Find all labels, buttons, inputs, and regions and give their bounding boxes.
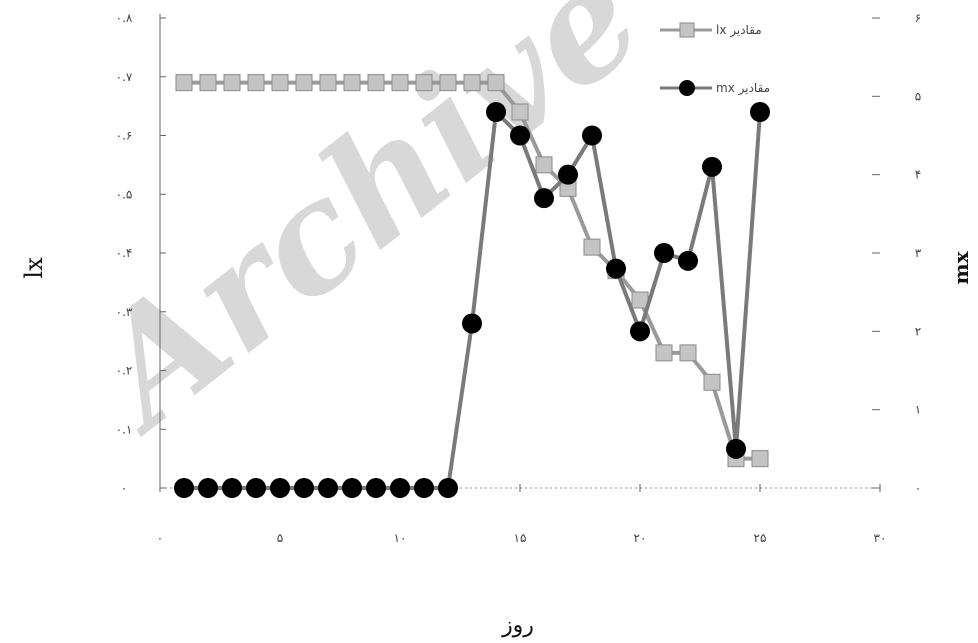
series-1-point (271, 74, 289, 92)
series-layer (174, 74, 770, 498)
series-2-point (222, 478, 242, 498)
series-2-point (294, 478, 314, 498)
legend-label: lx مقادیر (716, 23, 762, 38)
series-2-point (246, 478, 266, 498)
x-tick-label: ۵ (277, 531, 283, 545)
series-1-point (487, 74, 505, 92)
y-left-tick-label: ۰.۸ (116, 11, 133, 25)
series-2-point (174, 478, 194, 498)
series-2-point (270, 478, 290, 498)
series-2-point (606, 258, 626, 279)
series-1-point (367, 74, 385, 92)
series-1-point (679, 344, 697, 362)
y-left-tick-label: ۰.۵ (116, 187, 133, 201)
series-1-point (583, 238, 601, 256)
series-2 (174, 102, 770, 498)
x-axis-label: روز (501, 613, 534, 638)
series-2-point (702, 156, 722, 177)
series-2-point (510, 125, 530, 146)
y-left-tick-label: ۰.۴ (116, 246, 133, 260)
series-2-point (558, 164, 578, 185)
legend-label: mx مقادیر (716, 81, 770, 96)
legend-circle-marker (679, 80, 695, 96)
series-1 (175, 74, 769, 468)
series-2-point (654, 243, 674, 263)
series-2-point (342, 478, 362, 498)
series-2-point (414, 478, 434, 498)
series-2-point (366, 478, 386, 498)
legend-square-marker (679, 22, 695, 38)
series-1-point (247, 74, 265, 92)
series-1-point (655, 344, 673, 362)
series-1-point (631, 291, 649, 309)
series-1-point (703, 373, 721, 391)
y-right-tick-label: ۶ (915, 11, 921, 25)
series-1-point (463, 74, 481, 92)
series-1-point (391, 74, 409, 92)
series-1-point (439, 74, 457, 92)
y-axis-left-label: lx (20, 257, 48, 279)
y-right-tick-label: ۲ (915, 324, 921, 338)
series-2-point (198, 478, 218, 498)
series-1-point (511, 103, 529, 121)
x-tick-label: ۲۰ (634, 531, 647, 545)
y-right-tick-label: ۴ (915, 168, 921, 182)
y-right-tick-label: ۵ (915, 89, 921, 103)
watermark-layer: Archive (54, 0, 673, 466)
y-right-tick-label: ۳ (915, 246, 922, 260)
series-1-point (175, 74, 193, 92)
x-tick-label: ۱۰ (394, 531, 407, 545)
y-left-tick-label: ۰.۳ (116, 305, 133, 319)
y-left-tick-label: ۰.۶ (116, 129, 133, 143)
y-right-tick-label: ۰ (915, 481, 921, 495)
series-2-point (390, 478, 410, 498)
series-1-point (295, 74, 313, 92)
y-right-tick-label: ۱ (915, 403, 921, 417)
x-tick-label: ۰ (157, 531, 163, 545)
series-2-point (726, 438, 746, 459)
y-left-tick-label: ۰.۷ (116, 70, 133, 84)
series-2-point (462, 313, 482, 334)
series-2-point (582, 125, 602, 146)
series-1-point (751, 450, 769, 468)
y-left-tick-label: ۰.۲ (116, 364, 133, 378)
series-2-point (438, 478, 458, 498)
y-axis-right-label: mx (949, 250, 973, 284)
series-1-point (415, 74, 433, 92)
series-1-point (199, 74, 217, 92)
series-1-point (343, 74, 361, 92)
series-2-point (318, 478, 338, 498)
x-tick-label: ۲۵ (754, 531, 767, 545)
y-left-tick-label: ۰.۱ (116, 422, 133, 436)
watermark: Archive (54, 0, 673, 466)
axes: ۰ ۰.۱ ۰.۲ ۰.۳ ۰.۴ ۰.۵ ۰.۶ ۰.۷ ۰.۸ ۰ ۱ ۲ ۳ ۴ ۵ ۶ ۰ ۵ ۱۰ ۱۵ ۲۰… (116, 11, 922, 545)
series-2-point (678, 250, 698, 271)
series-2-point (750, 102, 770, 122)
x-tick-label: ۳۰ (874, 531, 887, 545)
x-tick-label: ۱۵ (514, 531, 527, 545)
series-1-point (223, 74, 241, 92)
legend: lx مقادیر mx مقادیر (660, 22, 770, 96)
y-left-tick-label: ۰ (121, 481, 127, 495)
series-2-point (630, 321, 650, 342)
series-2-point (486, 102, 506, 122)
series-1-point (319, 74, 337, 92)
series-1-point (535, 156, 553, 174)
series-2-point (534, 188, 554, 209)
